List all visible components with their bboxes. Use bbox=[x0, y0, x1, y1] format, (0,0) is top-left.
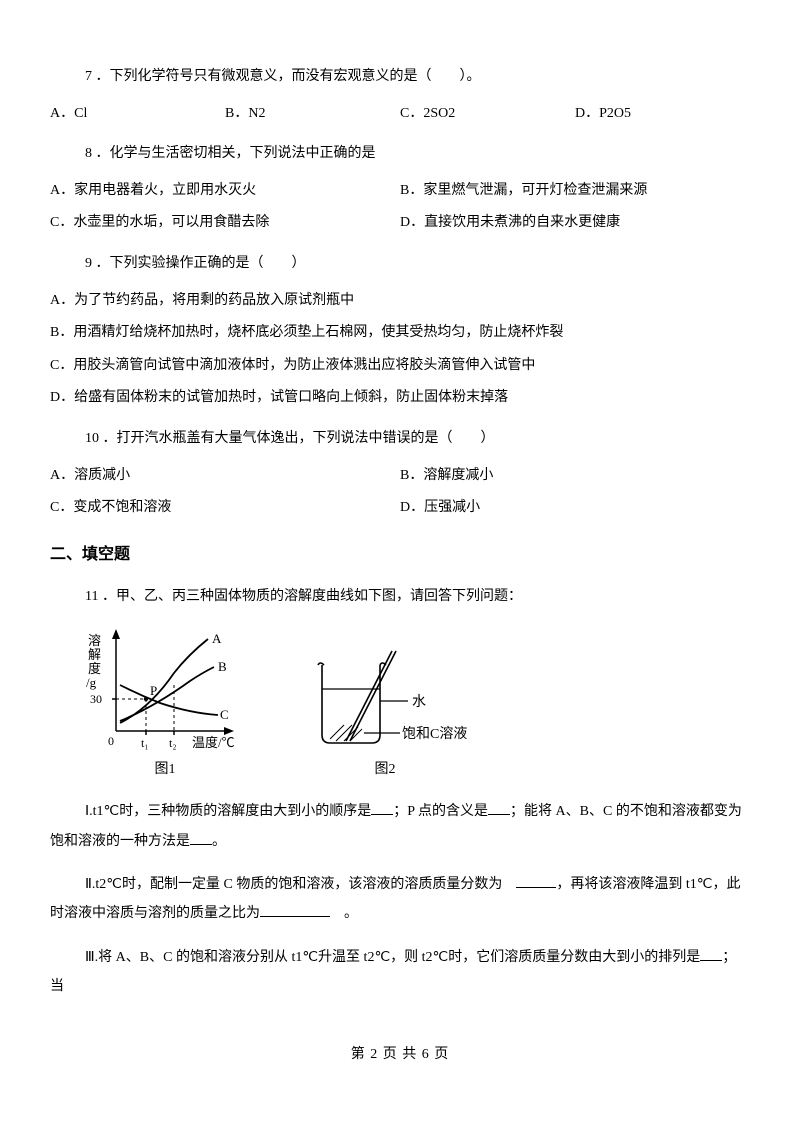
q10-options-row2: C．变成不饱和溶液 D．压强减小 bbox=[50, 495, 750, 522]
q10-option-b: B．溶解度减小 bbox=[400, 463, 750, 490]
fig1-label-a: A bbox=[212, 631, 222, 646]
q9-option-b: B．用酒精灯给烧杯加热时，烧杯底必须垫上石棉网，使其受热均匀，防止烧杯炸裂 bbox=[50, 320, 750, 347]
q8-option-d: D．直接饮用未煮沸的自来水更健康 bbox=[400, 210, 750, 237]
blank bbox=[260, 901, 330, 917]
q7-option-c: C．2SO2 bbox=[400, 101, 575, 128]
q8-options-row2: C．水壶里的水垢，可以用食醋去除 D．直接饮用未煮沸的自来水更健康 bbox=[50, 210, 750, 237]
q9-option-a: A．为了节约药品，将用剩的药品放入原试剂瓶中 bbox=[50, 288, 750, 315]
fig2-label-water: 水 bbox=[412, 694, 426, 710]
q10-stem: 10 ．打开汽水瓶盖有大量气体逸出，下列说法中错误的是（ ） bbox=[50, 426, 750, 453]
q10-option-c: C．变成不饱和溶液 bbox=[50, 495, 400, 522]
q8-options-row1: A．家用电器着火，立即用水灭火 B．家里燃气泄漏，可开灯检查泄漏来源 bbox=[50, 178, 750, 205]
q11-para1: Ⅰ.t1℃时，三种物质的溶解度由大到小的顺序是；P 点的含义是；能将 A、B、C… bbox=[50, 797, 750, 856]
fig1-ytick: 30 bbox=[90, 692, 102, 706]
q7-stem: 7 ．下列化学符号只有微观意义，而没有宏观意义的是（ ）。 bbox=[50, 64, 750, 91]
q7-option-d: D．P2O5 bbox=[575, 101, 750, 128]
fig1-ylabel-1: 溶 bbox=[88, 633, 101, 648]
q11-para1-mid: ；P 点的含义是 bbox=[393, 804, 488, 819]
fig1-yunit: /g bbox=[86, 675, 97, 690]
section2-title: 二、填空题 bbox=[50, 540, 750, 570]
figure-2: 水 饱和C溶液 bbox=[300, 643, 470, 753]
q11-stem: 11 ．甲、乙、丙三种固体物质的溶解度曲线如下图，请回答下列问题： bbox=[50, 584, 750, 611]
blank bbox=[190, 828, 212, 844]
blank bbox=[700, 944, 722, 960]
figure-1-wrap: 溶 解 度 /g 30 0 t₁ t₂ 温度/℃ bbox=[80, 623, 250, 784]
figure-row: 溶 解 度 /g 30 0 t₁ t₂ 温度/℃ bbox=[80, 623, 750, 784]
fig1-ylabel-3: 度 bbox=[88, 661, 101, 676]
figure-1: 溶 解 度 /g 30 0 t₁ t₂ 温度/℃ bbox=[80, 623, 250, 753]
q11-para2-pre: Ⅱ.t2℃时，配制一定量 C 物质的饱和溶液，该溶液的溶质质量分数为 bbox=[85, 877, 516, 892]
q11-para1-end: 。 bbox=[212, 834, 226, 849]
figure-2-caption: 图2 bbox=[375, 757, 396, 784]
q9-option-d: D．给盛有固体粉末的试管加热时，试管口略向上倾斜，防止固体粉末掉落 bbox=[50, 385, 750, 412]
fig1-xlabel: 温度/℃ bbox=[192, 735, 235, 750]
fig1-origin: 0 bbox=[108, 734, 114, 748]
fig1-xtick1: t₁ bbox=[141, 736, 149, 750]
blank bbox=[488, 799, 510, 815]
q10-options-row1: A．溶质减小 B．溶解度减小 bbox=[50, 463, 750, 490]
blank bbox=[516, 872, 556, 888]
q7-option-b: B．N2 bbox=[225, 101, 400, 128]
q7-options: A．Cl B．N2 C．2SO2 D．P2O5 bbox=[50, 101, 750, 128]
q11-para1-pre: Ⅰ.t1℃时，三种物质的溶解度由大到小的顺序是 bbox=[85, 804, 371, 819]
q10-option-d: D．压强减小 bbox=[400, 495, 750, 522]
fig1-ylabel-2: 解 bbox=[88, 647, 101, 662]
q11-para3: Ⅲ.将 A、B、C 的饱和溶液分别从 t1℃升温至 t2℃，则 t2℃时，它们溶… bbox=[50, 943, 750, 1002]
q9-stem: 9 ．下列实验操作正确的是（ ） bbox=[50, 251, 750, 278]
q9-option-c: C．用胶头滴管向试管中滴加液体时，为防止液体溅出应将胶头滴管伸入试管中 bbox=[50, 353, 750, 380]
fig1-xtick2: t₂ bbox=[169, 736, 177, 750]
blank bbox=[371, 799, 393, 815]
fig1-label-c: C bbox=[220, 707, 229, 722]
q11-para2: Ⅱ.t2℃时，配制一定量 C 物质的饱和溶液，该溶液的溶质质量分数为 ，再将该溶… bbox=[50, 870, 750, 929]
q8-option-b: B．家里燃气泄漏，可开灯检查泄漏来源 bbox=[400, 178, 750, 205]
q11-para3-pre: Ⅲ.将 A、B、C 的饱和溶液分别从 t1℃升温至 t2℃，则 t2℃时，它们溶… bbox=[85, 950, 700, 965]
figure-1-caption: 图1 bbox=[155, 757, 176, 784]
q8-option-a: A．家用电器着火，立即用水灭火 bbox=[50, 178, 400, 205]
q8-option-c: C．水壶里的水垢，可以用食醋去除 bbox=[50, 210, 400, 237]
page-footer: 第 2 页 共 6 页 bbox=[50, 1042, 750, 1069]
q7-option-a: A．Cl bbox=[50, 101, 225, 128]
q8-stem: 8 ．化学与生活密切相关，下列说法中正确的是 bbox=[50, 141, 750, 168]
q10-option-a: A．溶质减小 bbox=[50, 463, 400, 490]
fig2-label-sat: 饱和C溶液 bbox=[402, 726, 467, 742]
fig1-label-p: P bbox=[150, 683, 157, 698]
q11-para2-end: 。 bbox=[330, 906, 358, 921]
figure-2-wrap: 水 饱和C溶液 图2 bbox=[300, 643, 470, 784]
fig1-label-b: B bbox=[218, 659, 227, 674]
page: 7 ．下列化学符号只有微观意义，而没有宏观意义的是（ ）。 A．Cl B．N2 … bbox=[0, 0, 800, 1098]
